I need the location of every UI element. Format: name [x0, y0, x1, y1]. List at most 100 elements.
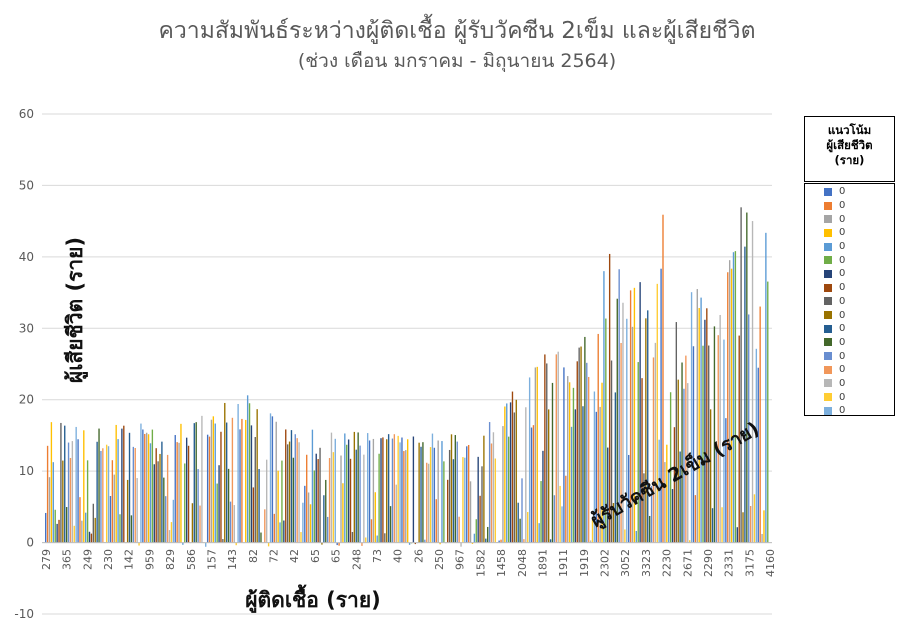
bar	[728, 260, 731, 543]
x-tick-label: 279	[40, 549, 53, 570]
bar	[172, 499, 175, 543]
legend-item: 0	[805, 322, 894, 336]
bar	[572, 387, 575, 543]
bar	[258, 469, 260, 543]
bar	[304, 485, 306, 543]
bar	[511, 391, 514, 543]
bar	[121, 428, 123, 543]
bar	[334, 438, 336, 543]
bar	[433, 447, 436, 543]
legend-item: 0	[805, 240, 894, 254]
bar	[574, 409, 577, 543]
x-tick-label: 3175	[743, 549, 756, 577]
bar	[589, 540, 592, 543]
bar	[401, 437, 403, 543]
legend-item: 0	[805, 267, 894, 281]
legend-swatch	[824, 187, 832, 196]
bar	[424, 539, 426, 543]
bar	[475, 519, 477, 543]
legend-swatch	[824, 228, 832, 237]
bar	[656, 283, 658, 543]
bar	[734, 251, 737, 543]
legend-item: 0	[805, 212, 894, 226]
bar	[765, 232, 767, 543]
bar	[283, 520, 285, 543]
bar	[412, 436, 415, 543]
bar	[233, 505, 235, 543]
bar	[631, 326, 634, 543]
bar	[389, 506, 392, 543]
x-tick-label: 157	[205, 549, 218, 570]
legend-item: 0	[805, 377, 894, 391]
bar	[147, 434, 150, 543]
x-axis-title: ผู้ติดเชื้อ (ราย)	[245, 584, 381, 614]
bar	[654, 342, 657, 543]
bar	[551, 382, 554, 543]
bar	[134, 447, 136, 543]
bar	[220, 431, 222, 543]
bar	[399, 442, 401, 543]
bar	[309, 504, 312, 543]
bar	[182, 542, 184, 545]
bar	[149, 443, 152, 543]
bar	[557, 351, 559, 543]
bar	[427, 463, 430, 543]
bar	[298, 442, 300, 543]
legend-label: 0	[839, 323, 846, 335]
bar	[62, 460, 64, 543]
x-tick-label: 3052	[619, 549, 632, 577]
bar	[435, 499, 437, 543]
bar	[458, 516, 460, 543]
x-tick-label: 40	[392, 549, 405, 563]
bar	[231, 417, 234, 543]
bar	[696, 289, 698, 543]
bar	[317, 459, 319, 543]
bar	[328, 458, 331, 543]
bar	[387, 434, 390, 543]
bar	[576, 361, 578, 543]
legend-swatch	[824, 338, 832, 347]
bar	[130, 515, 133, 543]
bar	[420, 446, 422, 543]
bar	[742, 512, 744, 543]
bar	[662, 214, 664, 543]
bar	[170, 522, 173, 543]
bar-series	[45, 207, 769, 547]
bar	[271, 416, 274, 543]
bar	[359, 445, 361, 543]
legend-label: 0	[839, 254, 846, 266]
bar	[502, 426, 504, 543]
bar	[525, 407, 527, 543]
legend-swatch	[824, 311, 832, 320]
bar	[439, 542, 441, 545]
legend-item: 0	[805, 363, 894, 377]
bar	[578, 347, 580, 543]
bar	[239, 429, 241, 543]
bar	[494, 458, 497, 543]
legend-swatch	[824, 283, 832, 292]
x-tick-label: 365	[61, 549, 74, 570]
bar	[608, 253, 611, 543]
bar	[260, 532, 262, 543]
bar	[281, 460, 283, 543]
bar	[229, 501, 232, 543]
bar	[142, 429, 144, 543]
bar	[532, 425, 535, 543]
x-tick-label: 2048	[516, 549, 529, 577]
bar	[681, 362, 683, 543]
bar	[426, 462, 428, 543]
bar	[477, 456, 479, 543]
bar	[191, 503, 194, 543]
bar	[384, 533, 386, 543]
bar	[441, 441, 443, 543]
bar	[378, 453, 380, 543]
bar	[168, 530, 171, 543]
bar	[380, 438, 382, 543]
chart-subtitle: (ช่วง เดือน มกราคม - มิถุนายน 2564)	[298, 50, 616, 73]
bar	[479, 495, 481, 543]
bar	[652, 357, 655, 543]
bar	[628, 454, 630, 543]
legend-label: 0	[839, 350, 846, 362]
legend-item: 0	[805, 349, 894, 363]
legend-label: 0	[839, 213, 846, 225]
